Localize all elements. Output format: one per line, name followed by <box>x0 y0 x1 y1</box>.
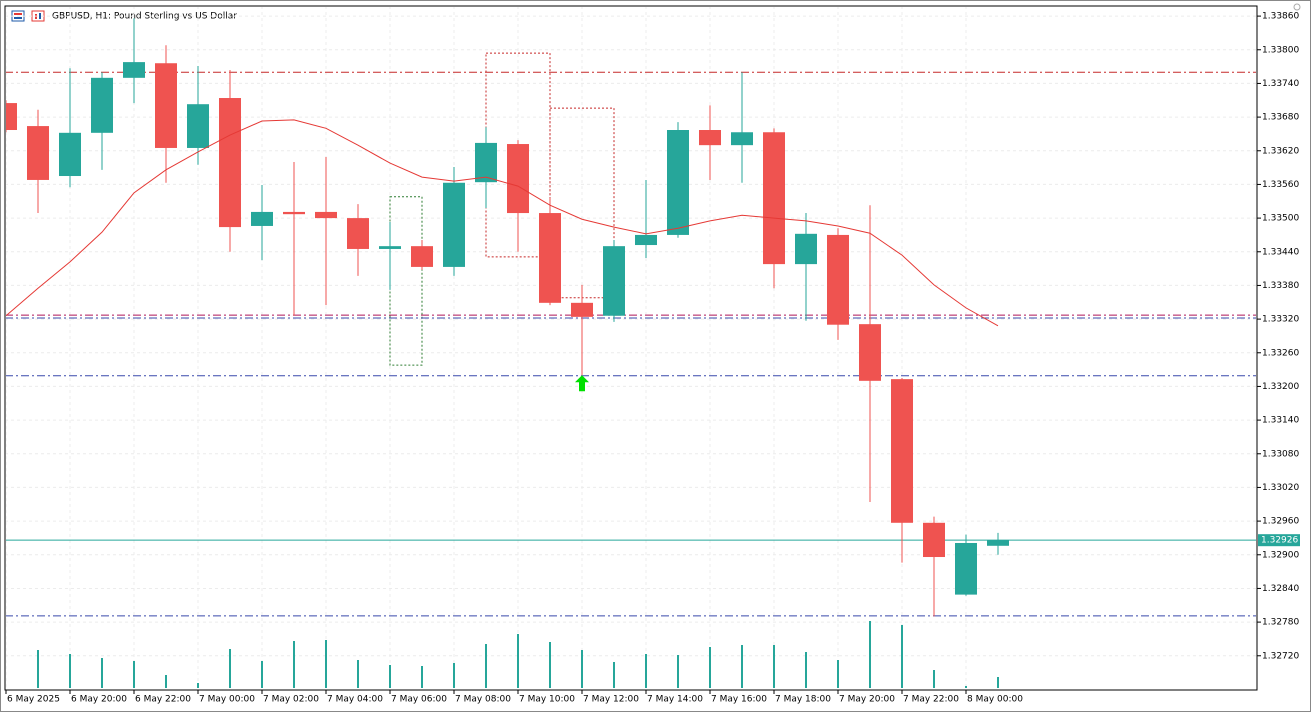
x-tick-label: 7 May 06:00 <box>391 695 447 705</box>
candle-body <box>603 246 625 316</box>
y-tick-label: 1.33500 <box>1262 214 1299 224</box>
x-tick-label: 7 May 00:00 <box>199 695 255 705</box>
y-tick-label: 1.33140 <box>1262 416 1299 426</box>
candle-body <box>923 522 945 558</box>
candle-body <box>187 104 209 148</box>
x-tick-label: 7 May 02:00 <box>263 695 319 705</box>
candle-body <box>443 182 465 267</box>
y-tick-label: 1.33800 <box>1262 45 1299 55</box>
candle-body <box>731 132 753 146</box>
y-tick-label: 1.33260 <box>1262 348 1299 358</box>
x-tick-label: 7 May 08:00 <box>455 695 511 705</box>
plot-frame <box>4 5 1258 691</box>
candle-body <box>699 130 721 146</box>
icon <box>14 13 22 15</box>
candle-body <box>155 63 177 148</box>
candle-body <box>667 130 689 235</box>
x-tick-label: 8 May 00:00 <box>967 695 1023 705</box>
x-tick-label: 7 May 18:00 <box>775 695 831 705</box>
y-tick-label: 1.33860 <box>1262 12 1299 22</box>
x-tick-label: 7 May 12:00 <box>583 695 639 705</box>
candle-body <box>379 246 401 249</box>
candle-body <box>6 103 17 131</box>
x-tick-label: 7 May 04:00 <box>327 695 383 705</box>
y-tick-label: 1.32960 <box>1262 517 1299 527</box>
candle-body <box>123 62 145 78</box>
y-tick-label: 1.33440 <box>1262 247 1299 257</box>
plot-area <box>6 7 1256 689</box>
candle-body <box>539 213 561 303</box>
candle-body <box>251 211 273 226</box>
icon <box>39 13 41 19</box>
x-tick-label: 7 May 20:00 <box>839 695 895 705</box>
signal-arrow <box>575 375 589 392</box>
x-tick-label: 7 May 14:00 <box>647 695 703 705</box>
y-tick-label: 1.33620 <box>1262 146 1299 156</box>
y-tick-label: 1.33560 <box>1262 180 1299 190</box>
x-tick-label: 6 May 22:00 <box>135 695 191 705</box>
candle-body <box>59 132 81 177</box>
last-price-label: 1.32926 <box>1261 536 1298 546</box>
candle-body <box>219 98 241 228</box>
x-tick-label: 6 May 2025 <box>7 695 60 705</box>
x-tick-label: 6 May 20:00 <box>71 695 127 705</box>
x-tick-label: 7 May 22:00 <box>903 695 959 705</box>
candle-body <box>795 233 817 265</box>
candle-body <box>411 246 433 267</box>
candle-body <box>571 302 593 317</box>
candle-body <box>827 234 849 325</box>
y-tick-label: 1.33200 <box>1262 382 1299 392</box>
y-tick-label: 1.33380 <box>1262 281 1299 291</box>
candle-body <box>763 132 785 265</box>
candle-body <box>507 144 529 214</box>
last-price-box <box>1258 534 1300 547</box>
candle-body <box>27 126 49 180</box>
candle-body <box>955 542 977 595</box>
candle-body <box>475 142 497 183</box>
y-tick-label: 1.33320 <box>1262 315 1299 325</box>
y-tick-label: 1.32900 <box>1262 550 1299 560</box>
y-tick-label: 1.33680 <box>1262 113 1299 123</box>
candle-body <box>635 234 657 246</box>
y-tick-label: 1.32840 <box>1262 584 1299 594</box>
candle-body <box>315 211 337 219</box>
candle-body <box>91 77 113 133</box>
candle-body <box>891 379 913 523</box>
moving-average <box>6 119 999 327</box>
candle-body <box>987 540 1009 546</box>
x-tick-label: 7 May 10:00 <box>519 695 575 705</box>
y-tick-label: 1.33020 <box>1262 483 1299 493</box>
icon <box>14 17 22 19</box>
y-tick-label: 1.32720 <box>1262 651 1299 661</box>
x-tick-label: 7 May 16:00 <box>711 695 767 705</box>
candle-body <box>347 218 369 249</box>
y-tick-label: 1.33740 <box>1262 79 1299 89</box>
y-tick-label: 1.32780 <box>1262 618 1299 628</box>
candle-body <box>859 324 881 381</box>
corner-mark <box>1293 3 1301 11</box>
y-tick-label: 1.33080 <box>1262 449 1299 459</box>
candle-body <box>283 211 305 215</box>
